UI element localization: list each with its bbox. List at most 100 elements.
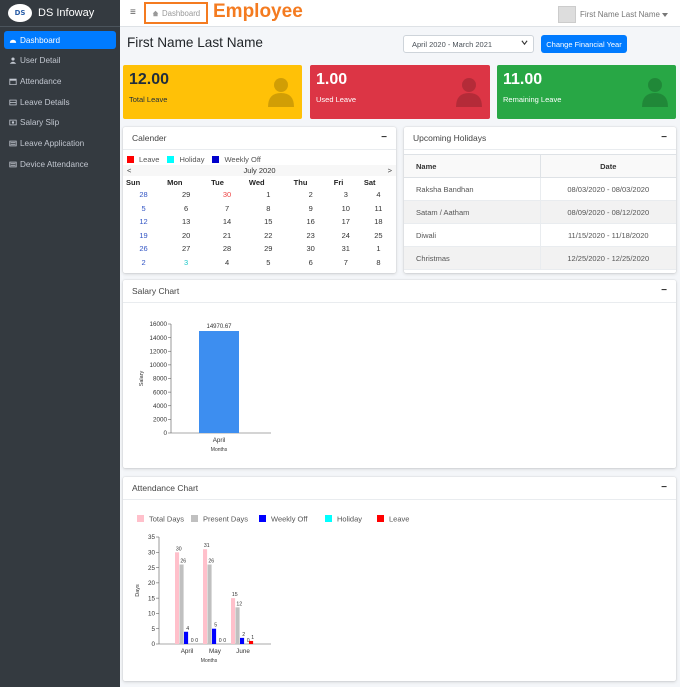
calendar-day[interactable]: 13 bbox=[181, 217, 191, 227]
calendar-day[interactable]: 9 bbox=[308, 203, 313, 213]
calendar-day[interactable]: 19 bbox=[139, 230, 148, 240]
salary-chart-title: Salary Chart bbox=[132, 286, 180, 296]
calendar-day[interactable]: 8 bbox=[376, 257, 381, 267]
calendar-day[interactable]: 3 bbox=[184, 257, 189, 267]
data-label: 31 bbox=[204, 543, 210, 549]
list-icon bbox=[9, 161, 17, 167]
brand[interactable]: DS DS Infoway bbox=[0, 0, 120, 27]
sidebar-item-label: Leave Details bbox=[20, 97, 70, 107]
calendar-day[interactable]: 30 bbox=[222, 190, 232, 200]
calendar-day[interactable]: 5 bbox=[266, 257, 271, 267]
used-leave-value: 1.00 bbox=[316, 71, 348, 88]
sidebar-item-leave-details[interactable]: Leave Details bbox=[4, 93, 116, 111]
calendar-day[interactable]: 1 bbox=[376, 244, 381, 254]
calendar-day[interactable]: 15 bbox=[264, 217, 273, 227]
breadcrumb[interactable]: Dashboard bbox=[144, 2, 208, 24]
legend-label: Present Days bbox=[203, 515, 248, 524]
y-tick-label: 8000 bbox=[153, 376, 168, 383]
user-name: First Name Last Name bbox=[579, 10, 660, 19]
calendar-day[interactable]: 10 bbox=[341, 203, 350, 213]
legend-swatch bbox=[377, 515, 384, 522]
calendar-day[interactable]: 28 bbox=[139, 190, 148, 200]
calendar-day[interactable]: 21 bbox=[222, 230, 232, 240]
breadcrumb-label: Dashboard bbox=[162, 8, 201, 18]
holidays-card: Upcoming Holidays − Name Date Raksha Ban… bbox=[404, 127, 676, 273]
calendar-day[interactable]: 18 bbox=[374, 217, 383, 227]
table-row: Christmas 12/25/2020 - 12/25/2020 bbox=[404, 246, 676, 270]
collapse-button[interactable]: − bbox=[661, 132, 667, 143]
calendar-week: 12 13 14 15 16 17 18 bbox=[123, 215, 396, 229]
calendar-day[interactable]: 2 bbox=[308, 190, 313, 200]
calendar-day[interactable]: 8 bbox=[266, 203, 271, 213]
menu-toggle-icon[interactable]: ≡ bbox=[130, 7, 136, 18]
y-tick-label: 6000 bbox=[153, 389, 168, 396]
sidebar-item-device-attendance[interactable]: Device Attendance bbox=[4, 155, 116, 173]
user-menu[interactable]: First Name Last Name bbox=[557, 6, 668, 23]
calendar-day[interactable]: 2 bbox=[141, 257, 146, 267]
y-tick-label: 35 bbox=[148, 534, 156, 541]
collapse-button[interactable]: − bbox=[381, 132, 387, 143]
user-icon bbox=[9, 57, 17, 64]
calendar-day[interactable]: 12 bbox=[139, 217, 148, 227]
weekday-header: Fri bbox=[333, 177, 344, 187]
sidebar-item-user-detail[interactable]: User Detail bbox=[4, 52, 116, 70]
bar bbox=[231, 598, 236, 644]
calendar-day[interactable]: 29 bbox=[264, 244, 273, 254]
sidebar-item-salary-slip[interactable]: Salary Slip bbox=[4, 114, 116, 132]
legend-swatch bbox=[325, 515, 332, 522]
calendar-day[interactable]: 4 bbox=[224, 257, 230, 267]
sidebar-item-dashboard[interactable]: Dashboard bbox=[4, 31, 116, 49]
calendar-day[interactable]: 7 bbox=[224, 203, 230, 213]
calendar-day[interactable]: 17 bbox=[341, 217, 350, 227]
calendar-day[interactable]: 29 bbox=[181, 190, 191, 200]
legend-swatch bbox=[127, 155, 134, 163]
calendar-day[interactable]: 24 bbox=[341, 230, 350, 240]
calendar-day[interactable]: 31 bbox=[341, 244, 350, 254]
x-tick-label: April bbox=[181, 648, 194, 655]
prev-month-button[interactable]: < bbox=[127, 166, 132, 175]
calendar-day[interactable]: 30 bbox=[306, 244, 315, 254]
calendar-day[interactable]: 3 bbox=[343, 190, 348, 200]
salary-chart-header: Salary Chart − bbox=[123, 280, 676, 303]
calendar-day[interactable]: 27 bbox=[181, 244, 191, 254]
data-label: 0 bbox=[191, 638, 194, 644]
calendar-day[interactable]: 20 bbox=[181, 230, 191, 240]
data-label: 0 bbox=[247, 638, 250, 644]
calendar-day[interactable]: 16 bbox=[306, 217, 315, 227]
calendar-day[interactable]: 7 bbox=[343, 257, 348, 267]
calendar-day[interactable]: 1 bbox=[266, 190, 271, 200]
weekday-header: Tue bbox=[211, 177, 224, 187]
calendar-week: 19 20 21 22 23 24 25 bbox=[123, 229, 396, 243]
legend-label: Total Days bbox=[149, 515, 184, 524]
collapse-button[interactable]: − bbox=[661, 482, 667, 493]
main-content: First Name Last Name April 2020 - March … bbox=[120, 28, 680, 687]
calendar-day[interactable]: 4 bbox=[376, 190, 381, 200]
sidebar-item-label: Leave Application bbox=[20, 138, 85, 148]
bar bbox=[235, 607, 240, 644]
sidebar-item-attendance[interactable]: Attendance bbox=[4, 72, 116, 90]
calendar-day[interactable]: 14 bbox=[222, 217, 232, 227]
calendar-day[interactable]: 6 bbox=[308, 257, 313, 267]
sidebar-item-leave-application[interactable]: Leave Application bbox=[4, 134, 116, 152]
legend-label: Leave bbox=[139, 154, 160, 164]
calendar-day[interactable]: 5 bbox=[141, 203, 146, 213]
weekday-header: Sat bbox=[363, 177, 376, 187]
calendar-day[interactable]: 25 bbox=[374, 230, 383, 240]
holiday-date: 11/15/2020 - 11/18/2020 bbox=[540, 223, 676, 247]
calendar-day[interactable]: 26 bbox=[139, 244, 148, 254]
calendar-day[interactable]: 6 bbox=[184, 203, 189, 213]
calendar-day[interactable]: 22 bbox=[264, 230, 273, 240]
financial-year-select[interactable]: April 2020 - March 2021 bbox=[403, 35, 534, 53]
next-month-button[interactable]: > bbox=[387, 166, 392, 175]
calendar-day[interactable]: 23 bbox=[306, 230, 315, 240]
calendar-day[interactable]: 11 bbox=[374, 203, 383, 213]
calendar-day[interactable]: 28 bbox=[222, 244, 232, 254]
y-axis-label: Salary bbox=[139, 370, 145, 386]
collapse-button[interactable]: − bbox=[661, 285, 667, 296]
change-financial-year-button[interactable]: Change Financial Year bbox=[541, 35, 627, 53]
calendar-legend: Leave Holiday Weekly Off bbox=[127, 153, 396, 165]
attendance-chart-title: Attendance Chart bbox=[132, 483, 199, 493]
y-tick-label: 20 bbox=[148, 580, 156, 587]
legend-swatch bbox=[167, 155, 175, 163]
holiday-name: Diwali bbox=[404, 223, 541, 247]
